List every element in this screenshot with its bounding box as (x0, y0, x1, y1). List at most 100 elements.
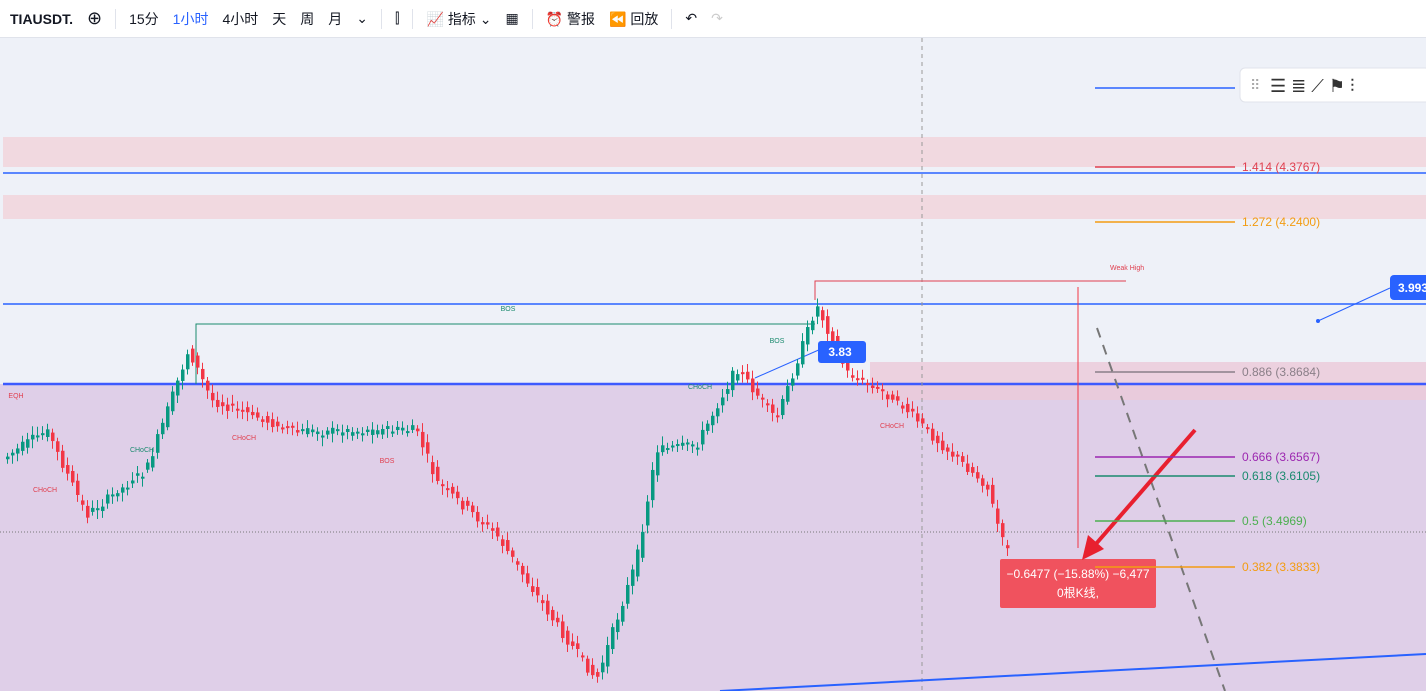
drag-handle[interactable]: ⠿ (1250, 77, 1260, 93)
candle-body (346, 428, 350, 433)
price-box-label: 3.83 (828, 345, 852, 359)
drawing-tools[interactable]: ☰ ≣ ⟋ ⚑ ⫶ (1270, 76, 1354, 96)
undo[interactable]: ↶ (685, 10, 698, 26)
trend-line (719, 653, 1426, 691)
candle-body (101, 506, 105, 512)
chart-type[interactable]: ⫿ (395, 10, 400, 26)
candle-body (866, 383, 870, 386)
separator (412, 8, 414, 29)
candle-body (56, 441, 60, 452)
arrow-head (1082, 535, 1104, 560)
candle-body (926, 427, 930, 430)
candle-body (441, 484, 445, 487)
candle-body (471, 505, 475, 513)
candle-body (826, 316, 830, 334)
candle-body (566, 630, 570, 645)
candle-body (481, 522, 485, 525)
candle-body (296, 430, 300, 433)
symbol[interactable]: TIAUSDT. (10, 10, 73, 27)
candle-body (561, 621, 565, 639)
candle-body (331, 427, 335, 434)
candle-body (86, 505, 90, 518)
candle-body (526, 573, 530, 584)
candle-body (881, 389, 885, 392)
candle-body (236, 408, 240, 411)
interval[interactable]: 4小时 (222, 10, 259, 27)
candle-body (271, 419, 275, 428)
candle-body (701, 429, 705, 445)
candle-body (781, 398, 785, 416)
separator (671, 8, 673, 29)
candle-body (551, 609, 555, 621)
candle-body (996, 508, 1000, 524)
candle-body (506, 540, 510, 552)
candle-body (921, 418, 925, 424)
candle-body (411, 425, 415, 430)
candle-body (311, 429, 315, 433)
price-tag (1390, 275, 1426, 300)
candle-body (496, 527, 500, 537)
structure-label: CHoCH (33, 487, 57, 494)
layouts[interactable]: ▦ (505, 10, 519, 26)
toolbar: TIAUSDT. ⊕ 15分 1小时 4小时 天 周 月 ⌄ ⫿ 📈 指标 ⌄ … (0, 0, 1426, 38)
interval[interactable]: 月 (328, 10, 343, 27)
candle-body (41, 433, 45, 436)
alerts[interactable]: ⏰ 警报 (545, 10, 595, 27)
candle-body (616, 619, 620, 633)
candle-body (681, 442, 685, 446)
candle-body (21, 441, 25, 451)
candle-body (541, 600, 545, 604)
candle-body (321, 435, 325, 438)
candle-body (586, 658, 590, 673)
candle-body (776, 415, 780, 418)
candle-body (556, 617, 560, 623)
interval[interactable]: 周 (300, 10, 315, 27)
candle-body (301, 429, 305, 432)
candle-body (911, 408, 915, 412)
candle-body (246, 407, 250, 413)
weak-high-line (814, 280, 1126, 300)
candle-body (351, 432, 355, 436)
candle-body (206, 380, 210, 391)
candle-body (741, 372, 745, 375)
candle-body (956, 454, 960, 457)
candle-body (261, 419, 265, 422)
candle-body (751, 378, 755, 393)
interval[interactable]: 天 (272, 10, 287, 27)
candle-body (661, 445, 665, 453)
indicators[interactable]: 📈 指标 ⌄ (426, 10, 492, 27)
interval[interactable]: 15分 (129, 10, 159, 27)
candle-body (871, 385, 875, 389)
candle-body (501, 539, 505, 546)
candle-body (371, 429, 375, 435)
candle-body (696, 447, 700, 450)
candle-body (416, 428, 420, 432)
interval[interactable]: 1小时 (172, 10, 209, 27)
candle-body (36, 435, 40, 438)
candle-body (106, 494, 110, 504)
replay[interactable]: ⏪ 回放 (609, 10, 659, 27)
candle-body (326, 430, 330, 435)
candle-body (491, 528, 495, 531)
candle-body (316, 431, 320, 435)
measure-box (1000, 559, 1156, 608)
candle-body (646, 501, 650, 526)
candle-body (356, 431, 360, 434)
dropdown[interactable]: ⌄ (356, 10, 368, 26)
fib-label: 0.886 (3.8684) (1242, 365, 1320, 379)
candle-body (811, 320, 815, 331)
measure-label: 0根K线, (1057, 586, 1099, 600)
candle-body (166, 406, 170, 428)
candle-body (46, 429, 50, 437)
candle-body (126, 487, 130, 490)
trend-line (754, 344, 831, 379)
candle-body (461, 500, 465, 510)
candle-body (466, 500, 470, 506)
add-button[interactable]: ⊕ (87, 8, 103, 28)
candle-body (286, 426, 290, 429)
candle-body (146, 462, 150, 470)
candle-body (61, 450, 65, 468)
candle-body (386, 426, 390, 430)
candle-body (116, 493, 120, 497)
redo[interactable]: ↷ (711, 10, 723, 26)
